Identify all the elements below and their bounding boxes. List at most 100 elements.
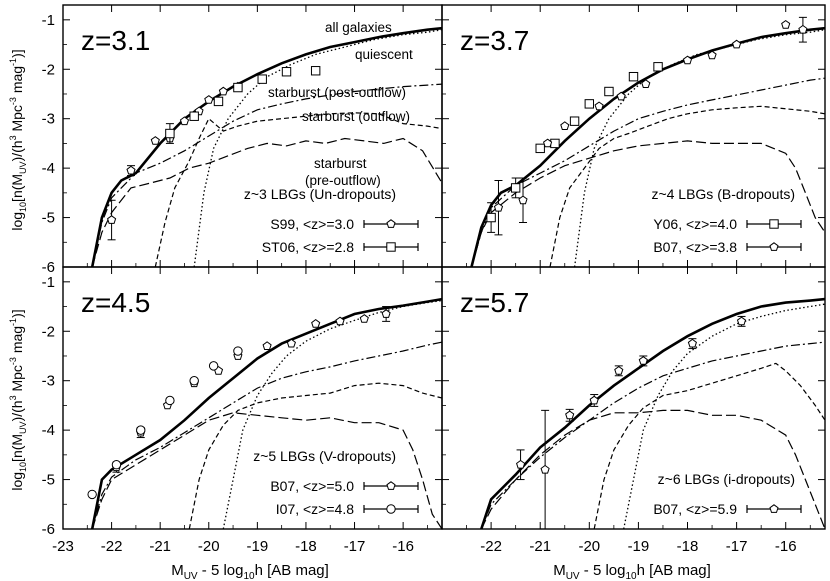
- x-tick-label: -21: [529, 538, 551, 555]
- data-point-circle: [87, 489, 97, 500]
- data-point-pentagon: [204, 95, 214, 104]
- y-axis-label-bottom: log10[n(MUV)/(h3 Mpc-3 mag-1)]: [8, 309, 28, 490]
- x-tick-label: -23: [52, 538, 74, 555]
- data-point-pentagon: [641, 79, 651, 88]
- x-tick-label: -21: [149, 538, 171, 555]
- x-axis-label-left: MUV - 5 log10h [AB mag]: [171, 562, 329, 581]
- legend-entry-label: B07, <z>=3.8: [653, 239, 737, 255]
- data-point-circle: [136, 425, 146, 435]
- data-point-pentagon: [798, 24, 808, 34]
- panel-title: z=3.1: [81, 25, 150, 56]
- curve-all-galaxies: [90, 26, 442, 267]
- curve-starburst-post-outflow-: [91, 83, 442, 267]
- curve-label: quiescent: [355, 47, 413, 62]
- panel-bottom-left: -23 -22 -21 -20 -19 -18 -17 -16 -6 -5 -4 -3 -2 -1 z=4.…: [42, 266, 443, 555]
- legend-marker: [386, 219, 396, 228]
- data-point-square: [535, 143, 545, 154]
- data-point-circle: [165, 395, 175, 406]
- x-tick-label: -22: [480, 538, 502, 555]
- legend-title: z~4 LBGs (B-dropouts): [651, 186, 795, 202]
- data-point-square: [257, 74, 267, 84]
- y-axis-label-top: log10[n(MUV)/(h3 Mpc-3 mag-1)]: [8, 49, 28, 230]
- data-point-pentagon: [262, 341, 272, 350]
- legend-marker: [769, 242, 779, 251]
- data-point-pentagon: [736, 316, 747, 326]
- x-tick-label: -16: [392, 538, 414, 555]
- curve-starburst-pre-outflow-: [91, 137, 442, 267]
- data-point-pentagon: [286, 338, 296, 348]
- panel-bottom-right: -22 -21 -20 -19 -18 -17 -16 z=5.7 z~6 LBGs (i-dr…: [441, 266, 826, 555]
- data-point-pentagon: [616, 91, 626, 101]
- y-tick-label: -6: [42, 259, 55, 276]
- panels-group: -6 -5 -4 -3 -2 -1 z=3.1 all galaxies quiescent st…: [42, 4, 826, 555]
- data-point-square: [486, 212, 496, 223]
- x-axis-label-right: MUV - 5 log10h [AB mag]: [553, 562, 711, 581]
- data-point-square: [165, 128, 175, 139]
- data-point-square: [604, 86, 614, 97]
- data-point-pentagon: [682, 55, 693, 65]
- data-point-pentagon: [707, 50, 717, 60]
- panel-title: z=4.5: [81, 287, 150, 318]
- data-point-pentagon: [540, 464, 550, 474]
- data-point-pentagon: [638, 356, 648, 365]
- y-tick-label: -5: [42, 472, 55, 489]
- data-point-square: [281, 67, 292, 77]
- x-tick-label: -18: [677, 538, 699, 555]
- legend-entry-label: B07, <z>=5.9: [653, 501, 737, 517]
- data-point-circle: [233, 346, 243, 356]
- panel-top-left: -6 -5 -4 -3 -2 -1 z=3.1 all galaxies quiescent st…: [42, 4, 443, 276]
- legend-marker: [769, 504, 779, 513]
- curve-quiescent: [193, 29, 442, 267]
- data-point-pentagon: [732, 39, 742, 49]
- data-point-square: [233, 82, 243, 93]
- x-tick-label: -20: [198, 538, 220, 555]
- curve-quiescent: [623, 303, 825, 529]
- curve-starburst-pre-outflow-: [91, 412, 442, 529]
- data-point-square: [310, 66, 321, 76]
- data-point-square: [569, 116, 580, 126]
- panel-title: z=3.7: [460, 25, 529, 56]
- y-tick-label: -3: [42, 111, 55, 128]
- x-tick-label: -22: [101, 538, 123, 555]
- data-point-pentagon: [516, 459, 526, 469]
- y-tick-label: -2: [42, 323, 55, 340]
- data-point-circle: [111, 460, 122, 470]
- legend-title: z~6 LBGs (i-dropouts): [658, 471, 795, 487]
- curve-starburst-pre-outflow-: [480, 409, 825, 529]
- data-point-square: [653, 62, 663, 72]
- curve-starburst-outflow-: [188, 382, 442, 529]
- legend-marker: [769, 219, 779, 229]
- data-point-pentagon: [565, 410, 575, 420]
- x-tick-label: -20: [578, 538, 600, 555]
- curve-label: starburst (post-outflow): [268, 85, 406, 100]
- data-point-pentagon: [218, 86, 228, 96]
- legend-entry-label: B07, <z>=5.0: [270, 478, 354, 494]
- data-point-circle: [189, 375, 199, 386]
- data-point-square: [584, 99, 595, 109]
- curve-label: (pre-outflow): [305, 173, 381, 188]
- data-point-pentagon: [179, 116, 190, 126]
- legend-entry-label: ST06, <z>=2.8: [262, 239, 354, 255]
- legend-entry-label: I07, <z>=4.8: [276, 501, 354, 517]
- data-point-pentagon: [359, 314, 369, 323]
- legend-entry-label: S99, <z>=3.0: [270, 216, 354, 232]
- x-tick-label: -16: [775, 538, 797, 555]
- legend-entry-label: Y06, <z>=4.0: [653, 216, 737, 232]
- data-point-pentagon: [560, 121, 570, 130]
- legend-marker: [386, 481, 396, 490]
- model-curves: [480, 297, 825, 529]
- data-point-pentagon: [126, 165, 136, 175]
- x-tick-label: -19: [247, 538, 269, 555]
- curve-starburst-outflow-: [549, 105, 825, 267]
- data-point-pentagon: [493, 202, 504, 212]
- panel-frame: [441, 266, 826, 530]
- data-point-pentagon: [781, 19, 791, 29]
- y-tick-label: -1: [42, 12, 55, 29]
- curve-starburst-post-outflow-: [470, 77, 825, 267]
- y-tick-label: -4: [42, 422, 55, 439]
- model-curves: [90, 297, 442, 529]
- data-point-circle: [208, 361, 219, 371]
- data-point-pentagon: [311, 318, 321, 328]
- y-tick-label: -5: [42, 210, 55, 227]
